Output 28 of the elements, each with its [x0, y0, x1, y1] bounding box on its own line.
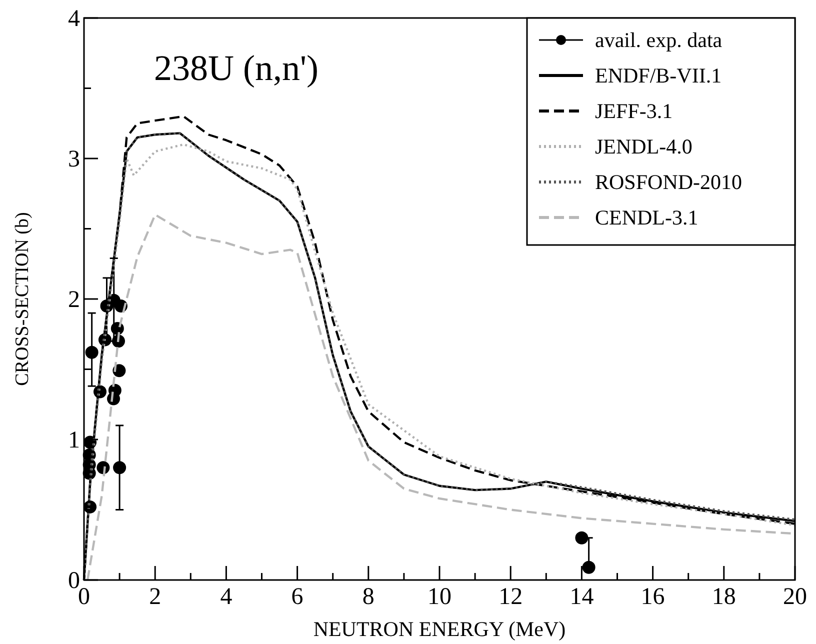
x-tick-label: 16 — [640, 584, 665, 610]
x-tick-label: 10 — [428, 584, 452, 610]
y-tick-label: 4 — [68, 6, 80, 32]
x-tick-label: 2 — [149, 584, 162, 610]
x-tick-label: 12 — [498, 584, 523, 610]
y-axis-title: CROSS-SECTION (b) — [12, 212, 33, 386]
x-axis-title: NEUTRON ENERGY (MeV) — [313, 617, 566, 641]
legend-label: JEFF-3.1 — [595, 99, 673, 123]
x-tick-label: 20 — [783, 584, 807, 610]
legend-label: avail. exp. data — [595, 28, 723, 52]
point — [575, 531, 588, 544]
y-tick-label: 1 — [68, 428, 80, 454]
legend-label: ROSFOND-2010 — [595, 170, 742, 194]
x-tick-label: 8 — [362, 584, 374, 610]
point — [582, 560, 596, 574]
x-tick-label: 18 — [712, 584, 736, 610]
y-tick-label: 3 — [68, 146, 80, 172]
point — [85, 346, 98, 359]
legend-label: CENDL-3.1 — [595, 206, 698, 230]
y-tick-label: 2 — [68, 287, 80, 313]
y-tick-label: 0 — [68, 568, 80, 594]
text: 238U (n,n') — [154, 48, 318, 88]
legend-label: JENDL-4.0 — [595, 134, 692, 158]
legend-label: ENDF/B-VII.1 — [595, 64, 722, 88]
x-tick-label: 14 — [570, 584, 594, 610]
point — [113, 461, 126, 474]
x-tick-label: 6 — [291, 584, 304, 610]
x-tick-label: 4 — [220, 584, 232, 610]
